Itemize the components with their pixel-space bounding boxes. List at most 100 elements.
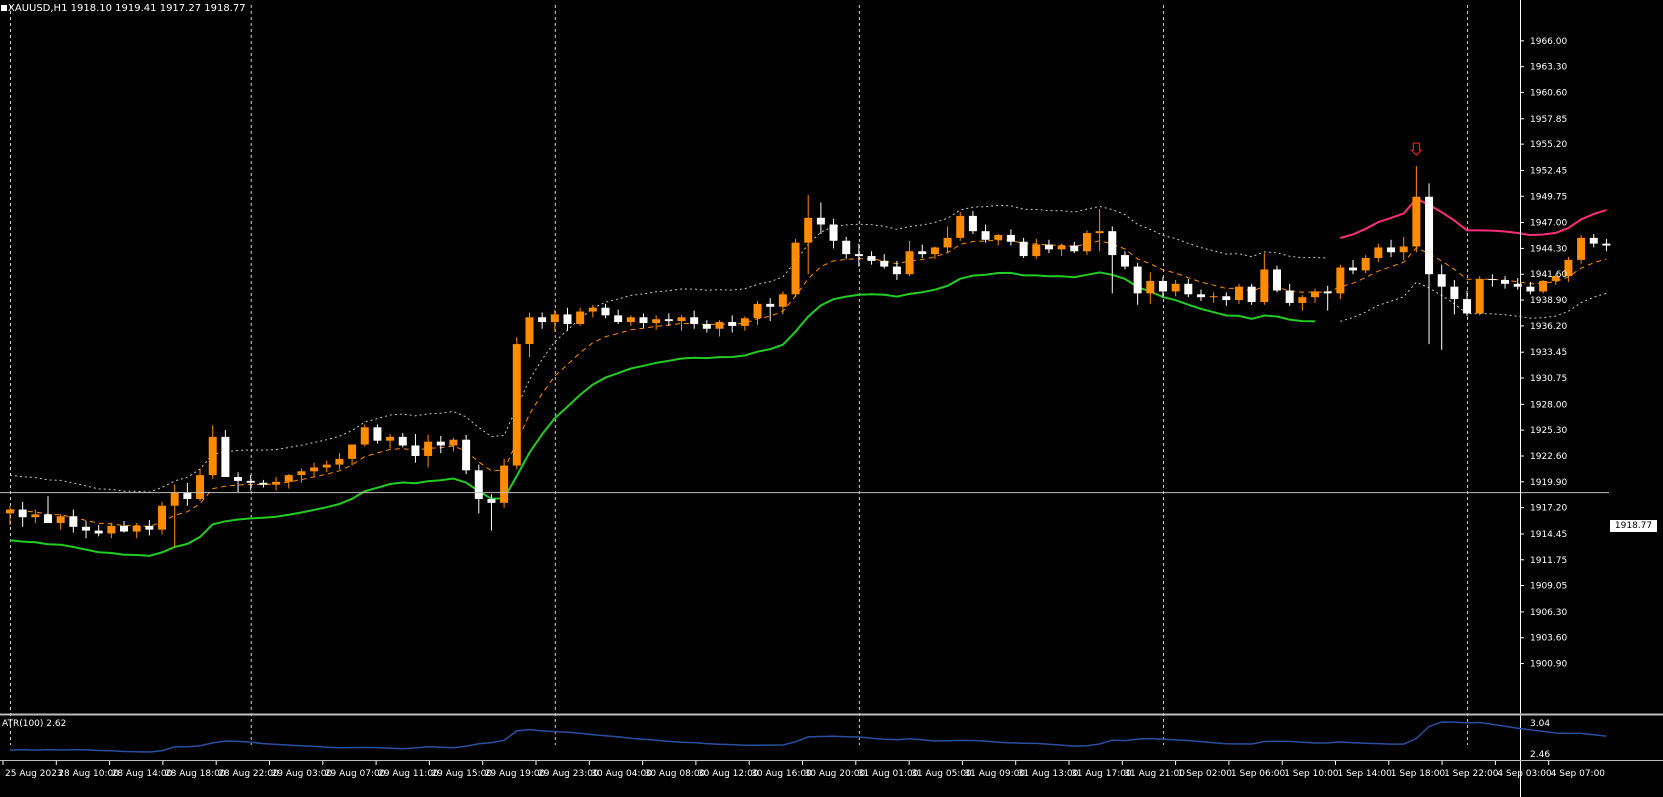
candle-body — [1146, 280, 1155, 294]
atr-subwindow: 3.04 2.46 — [0, 713, 1663, 761]
candle-body — [1209, 296, 1218, 298]
candle — [918, 244, 927, 258]
candle — [1070, 241, 1079, 254]
candle-body — [170, 492, 179, 506]
candle — [1412, 166, 1421, 253]
time-label: 30 Aug 04:00 — [591, 769, 652, 779]
candle — [208, 425, 217, 479]
candle — [18, 501, 27, 527]
candle-body — [120, 525, 129, 532]
candle-body — [1323, 291, 1332, 294]
price-tick-label: 1960.60 — [1530, 88, 1567, 98]
time-label: 28 Aug 14:00 — [112, 769, 173, 779]
candle — [145, 520, 154, 536]
price-tick-label: 1903.60 — [1530, 634, 1567, 644]
candle-body — [512, 344, 521, 466]
candle — [170, 484, 179, 547]
candle — [905, 240, 914, 277]
candle — [94, 524, 103, 537]
candle-body — [588, 307, 597, 312]
candle-body — [1437, 274, 1446, 287]
sell-arrow-icon — [1410, 142, 1423, 156]
candle-body — [69, 516, 78, 527]
candle — [272, 477, 281, 491]
time-label: 31 Aug 05:00 — [911, 769, 972, 779]
price-tick-label: 1930.75 — [1530, 374, 1567, 384]
candle-body — [1133, 266, 1142, 294]
time-label: 1 Sep 14:00 — [1338, 769, 1393, 779]
candle — [246, 475, 255, 491]
candle — [1082, 230, 1091, 256]
time-label: 29 Aug 03:00 — [272, 769, 333, 779]
price-tick-label: 1957.85 — [1530, 115, 1567, 125]
time-label: 31 Aug 13:00 — [1018, 769, 1079, 779]
price-tick-label: 1900.90 — [1530, 660, 1567, 670]
candle-body — [462, 439, 471, 471]
time-label: 29 Aug 15:00 — [431, 769, 492, 779]
time-label: 28 Aug 10:00 — [58, 769, 119, 779]
candle-body — [1513, 283, 1522, 287]
price-tick-label: 1906.30 — [1530, 608, 1567, 618]
candle-body — [1387, 247, 1396, 253]
candle-body — [398, 436, 407, 446]
candle-body — [234, 477, 243, 481]
price-tick-label: 1914.45 — [1530, 530, 1567, 540]
candle-body — [816, 217, 825, 225]
price-tick-label: 1936.20 — [1530, 322, 1567, 332]
candle-body — [1526, 286, 1535, 292]
time-label: 30 Aug 16:00 — [751, 769, 812, 779]
price-tick-label: 1941.60 — [1530, 270, 1567, 280]
candle — [576, 307, 585, 326]
candle — [1323, 285, 1332, 311]
candle — [816, 202, 825, 235]
atr-line — [9, 721, 1607, 753]
candle-body — [1602, 243, 1611, 246]
candle — [44, 496, 53, 523]
candle — [196, 468, 205, 501]
candle — [1285, 283, 1294, 306]
candle-body — [690, 317, 699, 324]
candle — [69, 509, 78, 533]
candle — [1589, 234, 1598, 248]
candle — [588, 304, 597, 318]
candle — [614, 309, 623, 324]
candle — [753, 301, 762, 325]
candle-body — [791, 242, 800, 295]
candle — [1184, 279, 1193, 298]
candle-body — [449, 439, 458, 446]
candle — [1425, 183, 1434, 345]
time-label: 30 Aug 12:00 — [698, 769, 759, 779]
candle — [1475, 276, 1484, 316]
candle — [943, 226, 952, 254]
candle — [1387, 239, 1396, 258]
price-tick-label: 1963.30 — [1530, 63, 1567, 73]
candle — [284, 474, 293, 489]
candle-body — [310, 467, 319, 472]
candle — [1602, 238, 1611, 252]
candle-body — [1108, 231, 1117, 256]
candle-body — [1234, 286, 1243, 301]
candle — [829, 218, 838, 249]
candle — [120, 521, 129, 533]
candle — [500, 458, 509, 508]
candle-body — [44, 514, 53, 523]
price-tick-label: 1925.30 — [1530, 426, 1567, 436]
candle-body — [728, 322, 737, 326]
candle — [1336, 264, 1345, 300]
candle-body — [1412, 196, 1421, 247]
candle-body — [1044, 244, 1053, 250]
candle-body — [1475, 279, 1484, 314]
candle-body — [1450, 286, 1459, 300]
candle — [512, 337, 521, 470]
candle — [626, 315, 635, 326]
candle — [1450, 279, 1459, 315]
candle — [82, 521, 91, 539]
candle-body — [411, 445, 420, 456]
candle — [994, 234, 1003, 246]
candle-body — [208, 436, 217, 476]
candle — [348, 444, 357, 466]
candle — [740, 316, 749, 331]
candle-body — [918, 251, 927, 255]
